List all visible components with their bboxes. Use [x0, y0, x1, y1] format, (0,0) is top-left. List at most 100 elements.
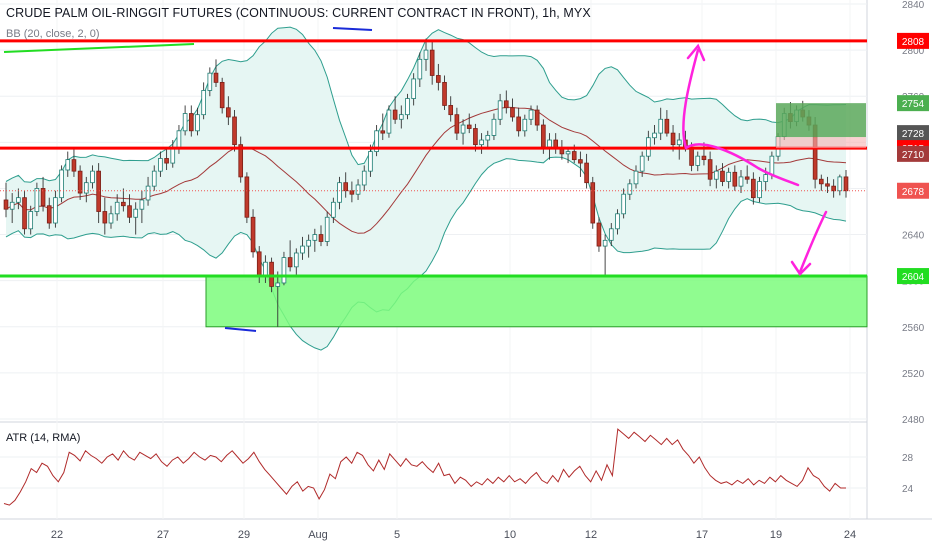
- candle: [479, 133, 484, 154]
- candle: [16, 188, 21, 210]
- price-labels: 2808275427282715271026782604: [897, 32, 929, 285]
- candle: [293, 248, 299, 275]
- candle: [454, 107, 460, 141]
- svg-text:2754: 2754: [902, 99, 925, 110]
- curve-drawing[interactable]: [684, 143, 800, 187]
- chart-header: CRUDE PALM OIL-RINGGIT FUTURES (CONTINUO…: [6, 6, 591, 20]
- candle: [312, 228, 318, 252]
- candle: [664, 110, 670, 137]
- candle: [34, 182, 40, 217]
- candle: [633, 165, 639, 189]
- candle: [71, 148, 77, 177]
- candle: [219, 77, 225, 114]
- candlestick-series: [3, 38, 849, 327]
- candle: [707, 151, 713, 187]
- candle: [374, 125, 379, 157]
- grid-lines: [0, 0, 932, 520]
- candle: [713, 165, 719, 189]
- candle: [676, 133, 682, 160]
- atr-tick-label: 24: [902, 484, 914, 495]
- candle: [818, 174, 824, 191]
- user-drawings[interactable]: [3, 27, 866, 332]
- candle: [318, 225, 324, 247]
- svg-text:2808: 2808: [902, 37, 925, 48]
- svg-text:2710: 2710: [902, 150, 925, 161]
- candle: [608, 223, 614, 247]
- candle: [738, 170, 744, 194]
- candle: [368, 144, 373, 177]
- candle: [121, 188, 126, 212]
- candle: [726, 167, 731, 189]
- candle: [442, 75, 447, 111]
- candle: [386, 105, 392, 138]
- bollinger-indicator-label[interactable]: BB (20, close, 2, 0): [6, 28, 100, 40]
- candle: [528, 105, 534, 126]
- candle: [306, 234, 311, 258]
- support-zone-rect[interactable]: [205, 275, 868, 328]
- candle: [28, 205, 34, 235]
- candle: [534, 105, 540, 131]
- price-tick-label: 2520: [902, 369, 925, 380]
- horizontal-levels[interactable]: [0, 39, 867, 278]
- candle: [639, 151, 645, 177]
- candle: [695, 151, 701, 172]
- candle: [584, 153, 589, 189]
- x-tick-label: 17: [696, 529, 708, 541]
- candle: [627, 179, 633, 200]
- candle: [337, 176, 342, 210]
- down-arrow-drawing[interactable]: [790, 210, 828, 276]
- candle: [831, 179, 836, 198]
- svg-text:2728: 2728: [902, 129, 925, 140]
- chart-title: CRUDE PALM OIL-RINGGIT FUTURES (CONTINUO…: [6, 6, 591, 20]
- price-tick-label: 2800: [902, 46, 925, 57]
- price-label-badge: 2728: [897, 125, 929, 142]
- atr-indicator-label[interactable]: ATR (14, RMA): [6, 432, 81, 444]
- candle: [565, 146, 571, 164]
- candle: [720, 163, 725, 187]
- x-tick-label: 27: [157, 529, 169, 541]
- bollinger-fill: [6, 27, 846, 351]
- atr-panel: [3, 428, 846, 506]
- candle: [133, 202, 139, 235]
- candle: [522, 114, 528, 137]
- candle: [158, 151, 163, 177]
- candle: [145, 176, 151, 206]
- candle: [59, 165, 64, 203]
- candle: [127, 194, 132, 224]
- price-tick-label: 2640: [902, 231, 925, 242]
- candle: [652, 125, 657, 145]
- candle: [300, 236, 305, 260]
- up-arrow-drawing[interactable]: [682, 43, 706, 150]
- candle: [182, 105, 188, 136]
- candle: [615, 209, 620, 235]
- price-tick-label: 2840: [902, 0, 925, 11]
- position-profit-box[interactable]: [776, 103, 866, 138]
- candle: [744, 165, 750, 184]
- candle: [275, 271, 281, 327]
- high-marker-line[interactable]: [332, 27, 373, 31]
- candle: [701, 142, 707, 166]
- candle: [40, 176, 46, 212]
- candle: [250, 209, 256, 258]
- candle: [355, 179, 361, 200]
- trend-line-green[interactable]: [3, 43, 195, 53]
- candle: [108, 205, 114, 229]
- price-label-badge: 2678: [897, 182, 929, 199]
- candle: [825, 176, 830, 194]
- candle: [596, 217, 602, 252]
- x-tick-label: Aug: [308, 529, 328, 541]
- candle: [46, 197, 52, 229]
- candle: [460, 119, 466, 145]
- candle: [510, 98, 515, 122]
- price-label-badge: 2604: [897, 268, 929, 285]
- low-marker-line[interactable]: [224, 327, 257, 332]
- position-loss-box[interactable]: [776, 137, 866, 149]
- candle: [621, 188, 626, 219]
- bollinger-lower: [5, 156, 847, 351]
- candle: [53, 190, 58, 228]
- candle: [213, 59, 219, 87]
- candle: [448, 96, 454, 122]
- candle: [324, 211, 330, 247]
- candle: [578, 151, 583, 177]
